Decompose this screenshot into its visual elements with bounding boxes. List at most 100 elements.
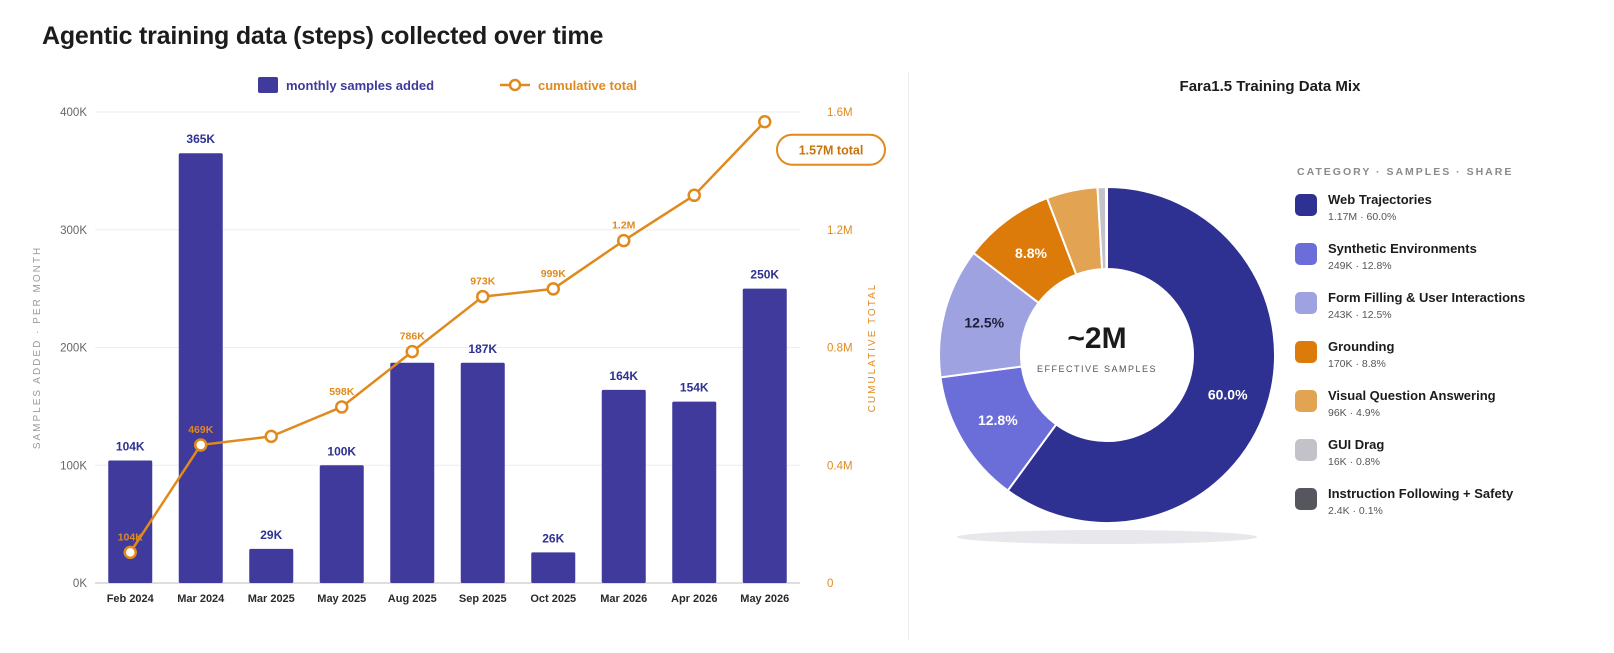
x-tick-label: Mar 2024	[177, 593, 225, 605]
y2-tick-label: 0.4M	[827, 460, 853, 472]
legend-category-stat: 243K · 12.5%	[1328, 309, 1392, 321]
legend-category-stat: 2.4K · 0.1%	[1328, 505, 1383, 517]
donut-slice	[1104, 185, 1108, 271]
cumulative-value-label: 598K	[329, 386, 355, 398]
legend-category-stat: 16K · 0.8%	[1328, 456, 1380, 468]
legend-swatch	[1295, 341, 1317, 363]
x-tick-label: Apr 2026	[671, 593, 717, 605]
cumulative-point	[687, 188, 701, 203]
y2-tick-label: 1.2M	[827, 225, 853, 237]
legend-category-name: GUI Drag	[1328, 437, 1385, 452]
donut-shadow	[957, 530, 1257, 544]
legend-bar-swatch	[258, 77, 278, 93]
legend-category-name: Grounding	[1328, 339, 1395, 354]
total-annotation-box	[776, 133, 886, 166]
y-tick-label: 400K	[60, 107, 87, 119]
cumulative-value-label: 786K	[400, 331, 426, 343]
legend-line-marker	[508, 78, 522, 92]
x-tick-label: Feb 2024	[107, 593, 155, 605]
donut-slice-label: 12.5%	[964, 314, 1004, 330]
bar	[742, 288, 787, 583]
cumulative-point	[405, 344, 419, 359]
x-tick-label: May 2025	[317, 593, 366, 605]
bar-value-label: 164K	[609, 369, 638, 383]
cumulative-value-label: 973K	[470, 276, 496, 288]
legend-category-name: Synthetic Environments	[1328, 241, 1477, 256]
bar-value-label: 29K	[260, 528, 282, 542]
x-tick-label: May 2026	[740, 593, 789, 605]
legend-swatch	[1295, 194, 1317, 216]
legend-category-name: Visual Question Answering	[1328, 388, 1496, 403]
y2-tick-label: 0	[827, 578, 833, 590]
bar-value-label: 104K	[116, 440, 145, 454]
y-tick-label: 100K	[60, 460, 87, 472]
cumulative-point	[476, 289, 490, 304]
bar	[178, 153, 223, 583]
pie-chart-title: Fara1.5 Training Data Mix	[1179, 78, 1361, 95]
bar	[319, 465, 364, 583]
cumulative-point	[617, 233, 631, 248]
legend-category-stat: 96K · 4.9%	[1328, 407, 1380, 419]
cumulative-value-label: 1.2M	[612, 220, 636, 232]
bar-value-label: 26K	[542, 531, 564, 545]
bar-value-label: 187K	[468, 342, 497, 356]
y2-axis-label: CUMULATIVE TOTAL	[867, 283, 878, 413]
legend-swatch	[1295, 488, 1317, 510]
pie-legend-header: CATEGORY · SAMPLES · SHARE	[1297, 166, 1514, 178]
legend-swatch	[1295, 390, 1317, 412]
legend-swatch	[1295, 292, 1317, 314]
donut-slice-label: 8.8%	[1015, 245, 1047, 261]
legend-line-label: cumulative total	[538, 78, 637, 93]
y2-tick-label: 1.6M	[827, 107, 853, 119]
x-tick-label: Mar 2025	[248, 593, 295, 605]
bar	[601, 389, 646, 583]
total-annotation-label: 1.57M total	[799, 144, 864, 158]
y-axis-label: SAMPLES ADDED · PER MONTH	[32, 246, 43, 449]
bar	[460, 362, 505, 583]
donut-slice-label: 60.0%	[1208, 386, 1248, 402]
legend-category-name: Instruction Following + Safety	[1328, 486, 1514, 501]
cumulative-value-label: 104K	[118, 531, 144, 543]
monthly-cumulative-chart: 0K 100K 200K 300K 400K 0 0.4M 0.8M 1.2M 1.6M SAMPL…	[32, 77, 886, 605]
bar-value-label: 100K	[327, 444, 356, 458]
bar	[390, 362, 435, 583]
cumulative-point	[335, 400, 349, 414]
cumulative-point	[264, 429, 278, 444]
legend-category-name: Web Trajectories	[1328, 192, 1432, 207]
bar-value-label: 250K	[750, 268, 779, 282]
x-tick-label: Sep 2025	[459, 593, 507, 605]
donut-center-label: EFFECTIVE SAMPLES	[1037, 364, 1157, 374]
cumulative-point	[123, 545, 137, 560]
cumulative-value-label: 999K	[541, 268, 567, 280]
bar-value-label: 154K	[680, 381, 709, 395]
legend-category-stat: 1.17M · 60.0%	[1328, 211, 1397, 223]
bar	[531, 552, 576, 583]
y-tick-label: 0K	[73, 578, 87, 590]
panel-divider	[908, 72, 909, 640]
cumulative-value-label: 469K	[188, 424, 214, 436]
legend-swatch	[1295, 439, 1317, 461]
legend-category-stat: 249K · 12.8%	[1328, 260, 1392, 272]
bar	[108, 460, 153, 583]
legend-category-name: Form Filling & User Interactions	[1328, 290, 1526, 305]
bar	[672, 401, 717, 583]
legend-bar-label: monthly samples added	[286, 78, 434, 93]
x-tick-label: Aug 2025	[388, 593, 437, 605]
cumulative-point	[194, 438, 208, 452]
x-tick-label: Oct 2025	[530, 593, 576, 605]
x-tick-label: Mar 2026	[600, 593, 647, 605]
cumulative-point	[758, 114, 772, 129]
y2-tick-label: 0.8M	[827, 343, 853, 355]
donut-slice-label: 12.8%	[978, 412, 1018, 428]
donut-center-value: ~2M	[1067, 322, 1126, 355]
legend-category-stat: 170K · 8.8%	[1328, 358, 1386, 370]
y-tick-label: 200K	[60, 343, 87, 355]
bar	[249, 548, 294, 583]
cumulative-point	[546, 282, 560, 296]
donut-slice	[1006, 185, 1276, 524]
bar-value-label: 365K	[186, 132, 215, 146]
y-tick-label: 300K	[60, 225, 87, 237]
chart-title: Agentic training data (steps) collected …	[42, 22, 604, 50]
legend-swatch	[1295, 243, 1317, 265]
